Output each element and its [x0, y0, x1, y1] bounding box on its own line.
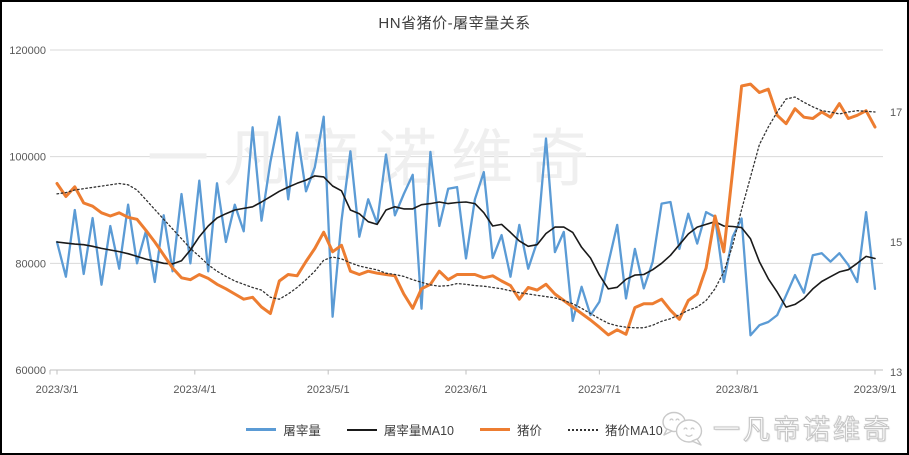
series-line-屠宰量 [55, 115, 877, 337]
legend-label: 屠宰量 [283, 424, 321, 438]
right-axis-tick-label: 13 [890, 367, 902, 379]
center-watermark: 一凡帝诺维奇 [147, 125, 603, 194]
left-axis-tick-label: 120000 [9, 45, 46, 57]
legend-item-猪价MA10: 猪价MA10 [568, 420, 663, 439]
series-line-猪价 [55, 82, 877, 337]
legend-item-屠宰量MA10: 屠宰量MA10 [346, 420, 454, 439]
left-axis-tick-label: 80000 [15, 258, 46, 270]
chat-bubbles-icon [662, 411, 703, 446]
x-axis-tick-label: 2023/9/1 [854, 384, 897, 396]
chart-legend: 屠宰量 屠宰量MA10 猪价 猪价MA10 [2, 420, 907, 439]
legend-swatch [346, 428, 377, 431]
x-axis-tick-label: 2023/8/1 [716, 384, 759, 396]
legend-item-猪价: 猪价 [480, 420, 542, 439]
x-axis-tick-label: 2023/5/1 [307, 384, 350, 396]
left-axis-tick-label: 100000 [9, 152, 46, 164]
series-line-屠宰量MA10 [56, 175, 876, 308]
x-axis-tick-label: 2023/3/1 [36, 384, 79, 396]
chart-title: HN省猪价-屠宰量关系 [378, 15, 531, 32]
legend-swatch [568, 428, 599, 431]
left-axis-tick-label: 60000 [15, 365, 46, 377]
legend-label: 屠宰量MA10 [383, 424, 454, 438]
series-line-猪价MA10 [56, 96, 876, 329]
legend-label: 猪价MA10 [605, 424, 663, 438]
x-axis-tick-label: 2023/4/1 [173, 384, 216, 396]
legend-swatch [480, 428, 510, 431]
x-axis-tick-label: 2023/6/1 [445, 384, 488, 396]
right-axis-tick-label: 17 [890, 107, 902, 119]
legend-label: 猪价 [517, 424, 543, 438]
right-axis-tick-label: 15 [890, 237, 902, 249]
watermark-badge: 一凡帝诺维奇 [659, 408, 893, 447]
x-axis-tick-label: 2023/7/1 [578, 384, 621, 396]
legend-item-屠宰量: 屠宰量 [246, 420, 321, 439]
watermark-text: 一凡帝诺维奇 [713, 415, 893, 446]
legend-swatch [246, 428, 277, 431]
